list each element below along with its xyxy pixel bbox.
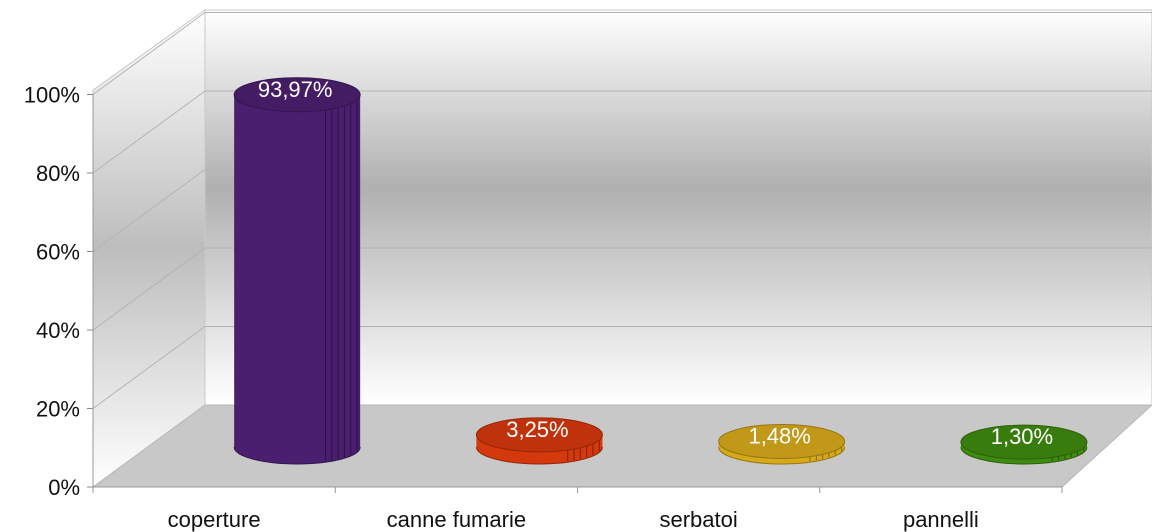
bar-bottom-rim (475, 446, 603, 465)
category-label: serbatoi (659, 507, 737, 532)
y-tick-labels: 0% 20% 40% 60% 80% 100% (24, 83, 80, 501)
bar-bottom-rim (960, 446, 1088, 465)
bar-bottom-rim (233, 446, 361, 465)
y-tick-label: 0% (48, 475, 80, 500)
side-wall (92, 9, 206, 488)
data-label: 1,48% (748, 423, 810, 448)
bar-top (960, 424, 1088, 460)
bar-top (233, 77, 361, 113)
bar-coperture (233, 77, 361, 465)
y-tick-label: 60% (36, 240, 80, 265)
data-label: 1,30% (991, 424, 1053, 449)
gridline-diag (92, 169, 206, 252)
bar-bottom-rim (718, 446, 846, 465)
y-tick-label: 20% (36, 397, 80, 422)
category-label: coperture (168, 507, 261, 532)
data-labels: 93,97% 3,25% 1,48% 1,30% (258, 77, 1053, 449)
category-labels: coperture canne fumarie serbatoi pannelli (168, 507, 979, 532)
bar-canne-fumarie (475, 417, 603, 465)
data-label: 93,97% (258, 77, 333, 102)
bar-top (718, 423, 846, 459)
category-label: pannelli (903, 507, 979, 532)
axes (87, 94, 1063, 493)
data-label: 3,25% (506, 417, 568, 442)
y-tick-label: 80% (36, 161, 80, 186)
bars (233, 77, 1088, 465)
gridline-diag (92, 247, 206, 331)
y-tick-label: 100% (24, 83, 80, 108)
bar-top (475, 417, 603, 453)
bar-body (234, 94, 361, 464)
bar-pannelli (960, 424, 1088, 465)
y-tick-label: 40% (36, 318, 80, 343)
gridline-diag (92, 90, 206, 174)
gridlines (92, 12, 1152, 409)
gridline-diag (92, 12, 206, 95)
gridline-diag (92, 326, 206, 409)
category-label: canne fumarie (387, 507, 526, 532)
bar-serbatoi (718, 423, 846, 465)
